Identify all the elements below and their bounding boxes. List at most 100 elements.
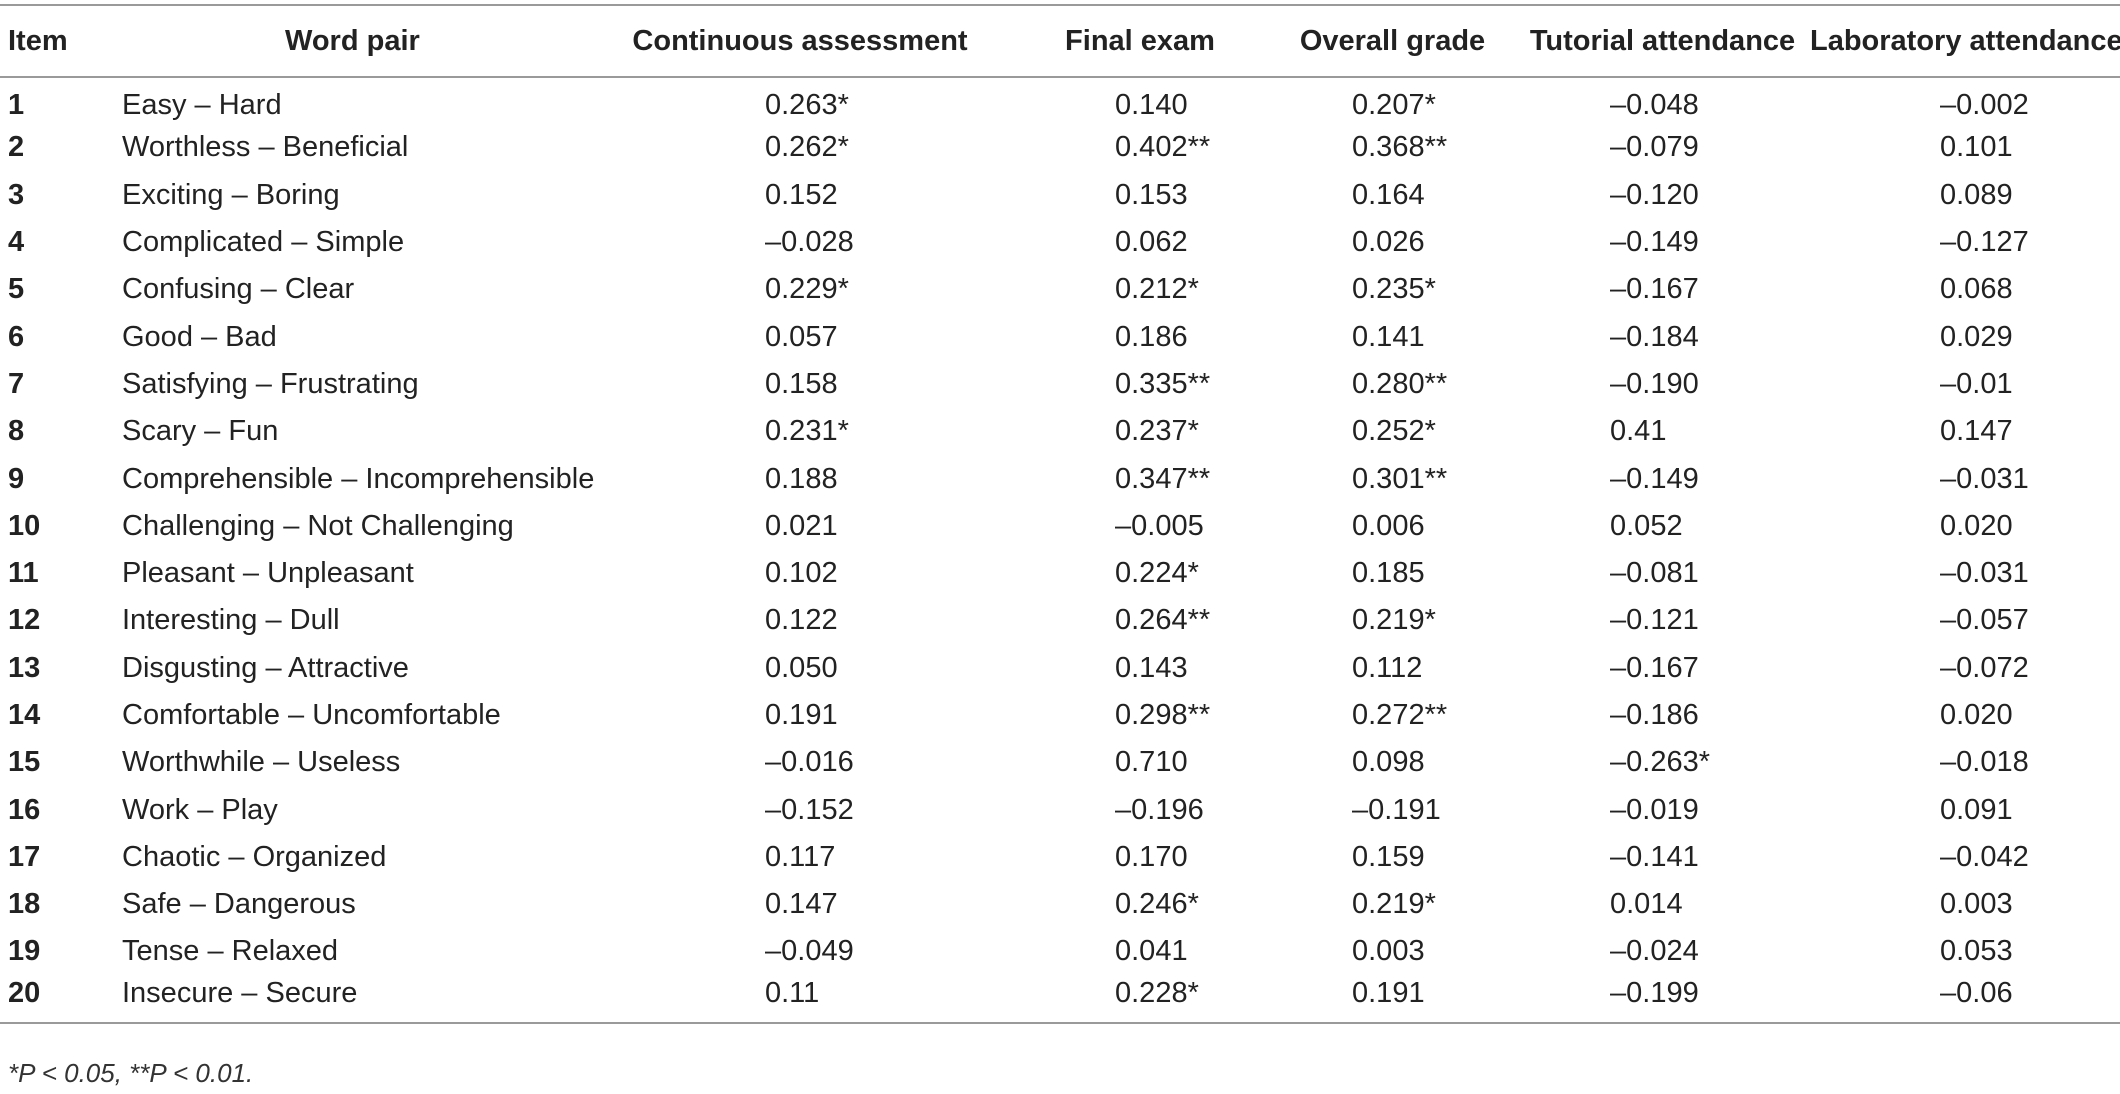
cell-overall-grade: 0.006 [1352, 509, 1425, 542]
cell-word-pair: Complicated – Simple [122, 226, 405, 259]
cell-overall-grade: 0.185 [1352, 557, 1425, 590]
table-row: 19 Tense – Relaxed –0.049 0.041 0.003 –0.024 0… [0, 928, 2120, 975]
cell-tutorial-attendance: –0.121 [1610, 604, 1699, 637]
cell-item: 13 [8, 651, 41, 684]
cell-tutorial-attendance: –0.263* [1610, 746, 1710, 779]
cell-tutorial-attendance: –0.024 [1610, 935, 1699, 968]
cell-item: 8 [8, 415, 25, 448]
cell-final-exam: 0.710 [1115, 746, 1188, 779]
table-row: 6 Good – Bad 0.057 0.186 0.141 –0.184 0.029 [0, 313, 2120, 360]
cell-laboratory-attendance: –0.002 [1940, 88, 2029, 121]
cell-final-exam: 0.143 [1115, 651, 1188, 684]
cell-overall-grade: 0.368** [1352, 131, 1448, 164]
cell-continuous-assessment: –0.016 [765, 746, 854, 779]
cell-word-pair: Easy – Hard [122, 88, 282, 121]
header-tutorial-attendance: Tutorial attendance [1515, 4, 1810, 78]
cell-laboratory-attendance: –0.01 [1940, 367, 2013, 400]
cell-tutorial-attendance: –0.184 [1610, 320, 1699, 353]
cell-item: 18 [8, 888, 41, 921]
cell-word-pair: Satisfying – Frustrating [122, 367, 419, 400]
cell-final-exam: 0.186 [1115, 320, 1188, 353]
cell-laboratory-attendance: 0.068 [1940, 273, 2013, 306]
cell-item: 3 [8, 178, 25, 211]
cell-laboratory-attendance: 0.003 [1940, 888, 2013, 921]
table-row: 10 Challenging – Not Challenging 0.021 –0.0… [0, 503, 2120, 550]
cell-word-pair: Work – Play [122, 793, 278, 826]
cell-final-exam: 0.246* [1115, 888, 1199, 921]
cell-laboratory-attendance: –0.127 [1940, 226, 2029, 259]
table-row: 4 Complicated – Simple –0.028 0.062 0.026 –0.… [0, 219, 2120, 266]
table-row: 1 Easy – Hard 0.263* 0.140 0.207* –0.048 –0.00… [0, 77, 2120, 124]
cell-final-exam: –0.005 [1115, 509, 1204, 542]
correlation-table: Item Word pair Continuous assessment Fin… [0, 4, 2120, 1024]
cell-word-pair: Worthwhile – Useless [122, 746, 401, 779]
cell-laboratory-attendance: 0.091 [1940, 793, 2013, 826]
cell-continuous-assessment: 0.021 [765, 509, 838, 542]
cell-item: 20 [0, 975, 115, 1024]
cell-overall-grade: 0.235* [1352, 273, 1436, 306]
cell-continuous-assessment: 0.11 [590, 975, 1010, 1024]
cell-tutorial-attendance: –0.141 [1610, 840, 1699, 873]
cell-tutorial-attendance: –0.048 [1610, 88, 1699, 121]
cell-laboratory-attendance: –0.018 [1940, 746, 2029, 779]
table-row: 12 Interesting – Dull 0.122 0.264** 0.219* –0… [0, 597, 2120, 644]
cell-tutorial-attendance: –0.079 [1610, 131, 1699, 164]
cell-final-exam: 0.298** [1115, 699, 1211, 731]
cell-item: 4 [8, 226, 25, 259]
cell-laboratory-attendance: 0.147 [1940, 415, 2013, 448]
cell-overall-grade: 0.301** [1352, 462, 1448, 495]
cell-continuous-assessment: 0.231* [765, 415, 849, 448]
cell-tutorial-attendance: –0.167 [1610, 273, 1699, 306]
cell-tutorial-attendance: 0.052 [1610, 509, 1683, 542]
table-footnote: *P < 0.05, **P < 0.01. [8, 1058, 254, 1088]
cell-word-pair: Confusing – Clear [122, 273, 355, 306]
cell-word-pair: Comfortable – Uncomfortable [122, 699, 501, 731]
cell-laboratory-attendance: –0.031 [1940, 462, 2029, 495]
cell-item: 5 [8, 273, 25, 306]
cell-word-pair: Comprehensible – Incomprehensible [122, 462, 595, 495]
table-row: 9 Comprehensible – Incomprehensible 0.188 0… [0, 455, 2120, 502]
cell-final-exam: 0.224* [1115, 557, 1199, 590]
cell-tutorial-attendance: –0.019 [1610, 793, 1699, 826]
cell-word-pair: Chaotic – Organized [122, 840, 387, 873]
cell-laboratory-attendance: –0.042 [1940, 840, 2029, 873]
cell-final-exam: 0.264** [1115, 604, 1211, 637]
cell-word-pair: Safe – Dangerous [122, 888, 356, 921]
cell-continuous-assessment: 0.050 [765, 651, 838, 684]
cell-word-pair: Scary – Fun [122, 415, 279, 448]
cell-overall-grade: 0.159 [1352, 840, 1425, 873]
cell-tutorial-attendance: –0.199 [1515, 975, 1810, 1024]
cell-overall-grade: 0.252* [1352, 415, 1436, 448]
cell-continuous-assessment: 0.147 [765, 888, 838, 921]
cell-word-pair: Tense – Relaxed [122, 935, 339, 968]
table-row: 5 Confusing – Clear 0.229* 0.212* 0.235* –0.1… [0, 266, 2120, 313]
cell-item: 12 [8, 604, 41, 637]
cell-overall-grade: 0.112 [1352, 651, 1423, 684]
cell-item: 1 [8, 88, 25, 121]
cell-laboratory-attendance: 0.089 [1940, 178, 2013, 211]
cell-item: 9 [8, 462, 25, 495]
cell-word-pair: Challenging – Not Challenging [122, 509, 514, 542]
cell-continuous-assessment: 0.152 [765, 178, 838, 211]
cell-laboratory-attendance: –0.06 [1810, 975, 2120, 1024]
cell-item: 19 [8, 935, 41, 968]
cell-continuous-assessment: 0.262* [765, 131, 849, 164]
cell-overall-grade: 0.219* [1352, 888, 1436, 921]
cell-overall-grade: 0.191 [1270, 975, 1515, 1024]
cell-continuous-assessment: 0.117 [765, 840, 836, 873]
table-row: 3 Exciting – Boring 0.152 0.153 0.164 –0.120 0… [0, 172, 2120, 219]
header-overall-grade: Overall grade [1270, 4, 1515, 78]
cell-word-pair: Good – Bad [122, 320, 277, 353]
cell-word-pair: Disgusting – Attractive [122, 651, 409, 684]
header-continuous-assessment: Continuous assessment [590, 4, 1010, 78]
cell-final-exam: 0.153 [1115, 178, 1188, 211]
cell-word-pair: Exciting – Boring [122, 178, 340, 211]
table-row: 18 Safe – Dangerous 0.147 0.246* 0.219* 0.014… [0, 881, 2120, 928]
cell-word-pair: Insecure – Secure [115, 975, 590, 1024]
table-row: 20 Insecure – Secure 0.11 0.228* 0.191 –0.199… [0, 975, 2120, 1024]
cell-continuous-assessment: 0.122 [765, 604, 838, 637]
cell-overall-grade: 0.280** [1352, 367, 1448, 400]
cell-laboratory-attendance: –0.031 [1940, 557, 2029, 590]
cell-continuous-assessment: –0.049 [765, 935, 854, 968]
